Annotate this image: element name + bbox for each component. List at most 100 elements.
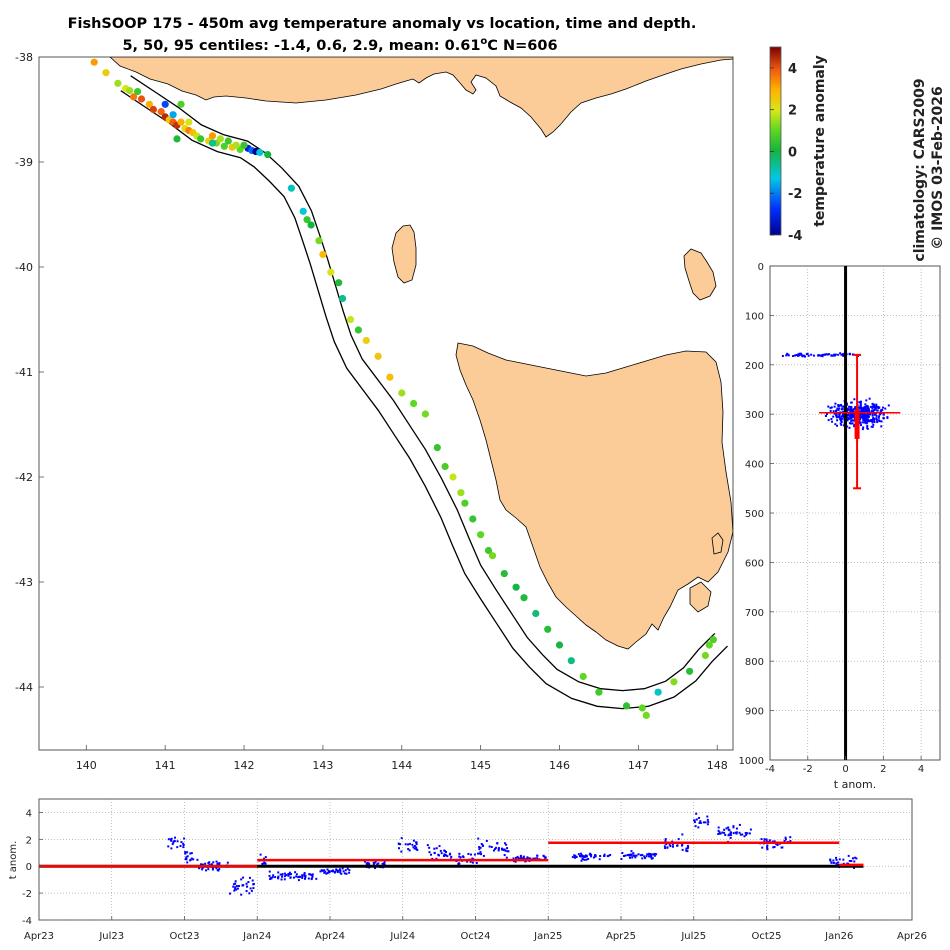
depth-point — [830, 406, 833, 409]
ts-point — [544, 857, 547, 860]
depth-point — [853, 425, 856, 428]
ts-point — [772, 846, 775, 849]
depth-point — [846, 414, 849, 417]
map-point — [114, 79, 122, 87]
map-point — [386, 373, 394, 381]
ts-point — [173, 836, 176, 839]
ts-point — [723, 831, 726, 834]
depth-point — [835, 409, 838, 412]
depth-point — [838, 414, 841, 417]
ts-point — [295, 875, 298, 878]
ts-point — [749, 828, 752, 831]
ts-point — [189, 858, 192, 861]
ts-point — [407, 848, 410, 851]
depth-point — [836, 407, 839, 410]
ts-point — [233, 883, 236, 886]
depth-point — [851, 419, 854, 422]
map-point — [137, 95, 146, 103]
ts-point — [639, 854, 642, 857]
ts-point — [237, 884, 240, 887]
depth-point — [866, 416, 869, 419]
depth-point — [864, 403, 867, 406]
ts-point — [773, 840, 776, 843]
ts-point — [288, 871, 291, 874]
depth-xtick-label: 2 — [880, 764, 886, 775]
ts-point — [398, 847, 401, 850]
ts-point — [326, 868, 329, 871]
ts-point — [442, 854, 445, 857]
map-point — [299, 207, 307, 215]
ts-point — [853, 860, 856, 863]
ts-point — [204, 862, 207, 865]
ts-point — [579, 852, 582, 855]
map-point — [240, 141, 248, 149]
ts-point — [297, 876, 300, 879]
ts-point — [635, 854, 638, 857]
ts-point — [543, 855, 546, 858]
map-point — [686, 667, 694, 675]
ts-point — [170, 837, 173, 840]
ts-point — [182, 842, 185, 845]
depth-point — [817, 354, 820, 357]
ts-point — [686, 847, 689, 850]
ts-point — [729, 836, 732, 839]
ts-point — [366, 861, 369, 864]
ts-point — [469, 853, 472, 856]
ts-point — [626, 854, 629, 857]
ts-point — [341, 867, 344, 870]
map-point — [595, 688, 603, 696]
ts-point — [763, 840, 766, 843]
ts-point — [446, 855, 449, 858]
depth-point — [840, 415, 843, 418]
ts-point — [835, 862, 838, 865]
ts-point — [251, 879, 254, 882]
ts-point — [496, 842, 499, 845]
ts-xtick-label: Oct24 — [460, 931, 490, 942]
depth-point — [867, 420, 870, 423]
ts-point — [336, 870, 339, 873]
depth-point — [840, 419, 843, 422]
ts-point — [443, 853, 446, 856]
ts-point — [574, 854, 577, 857]
king-island — [391, 224, 417, 284]
depth-point — [875, 414, 878, 417]
ts-point — [301, 876, 304, 879]
colorbar: -4 -2 0 2 4 temperature anomaly — [769, 46, 828, 244]
ts-point — [653, 854, 656, 857]
ts-point — [514, 860, 517, 863]
ts-point — [338, 868, 341, 871]
ts-point — [218, 862, 221, 865]
ts-point — [323, 869, 326, 872]
depth-point — [834, 353, 837, 356]
ts-point — [170, 839, 173, 842]
ts-point — [835, 858, 838, 861]
ts-point — [643, 855, 646, 858]
depth-point — [873, 405, 876, 408]
ts-point — [303, 872, 306, 875]
ts-point — [523, 857, 526, 860]
map-point — [500, 570, 508, 578]
ts-point — [784, 836, 787, 839]
ts-point — [218, 868, 221, 871]
depth-point — [830, 418, 833, 421]
ts-point — [439, 849, 442, 852]
ts-point — [185, 856, 188, 859]
ts-point — [669, 845, 672, 848]
ts-point — [413, 845, 416, 848]
map-point — [567, 657, 575, 665]
depth-point — [866, 426, 869, 429]
ts-point — [252, 887, 255, 890]
ts-point — [373, 861, 376, 864]
ts-point — [383, 863, 386, 866]
ts-point — [172, 840, 175, 843]
depth-point — [872, 423, 875, 426]
map-xtick-label: 144 — [391, 759, 412, 772]
ts-point — [829, 858, 832, 861]
ts-point — [458, 855, 461, 858]
map-point — [307, 221, 315, 229]
ts-point — [234, 882, 237, 885]
ts-point — [364, 860, 367, 863]
map-point — [670, 678, 678, 686]
ts-point — [832, 861, 835, 864]
depth-point — [866, 413, 869, 416]
